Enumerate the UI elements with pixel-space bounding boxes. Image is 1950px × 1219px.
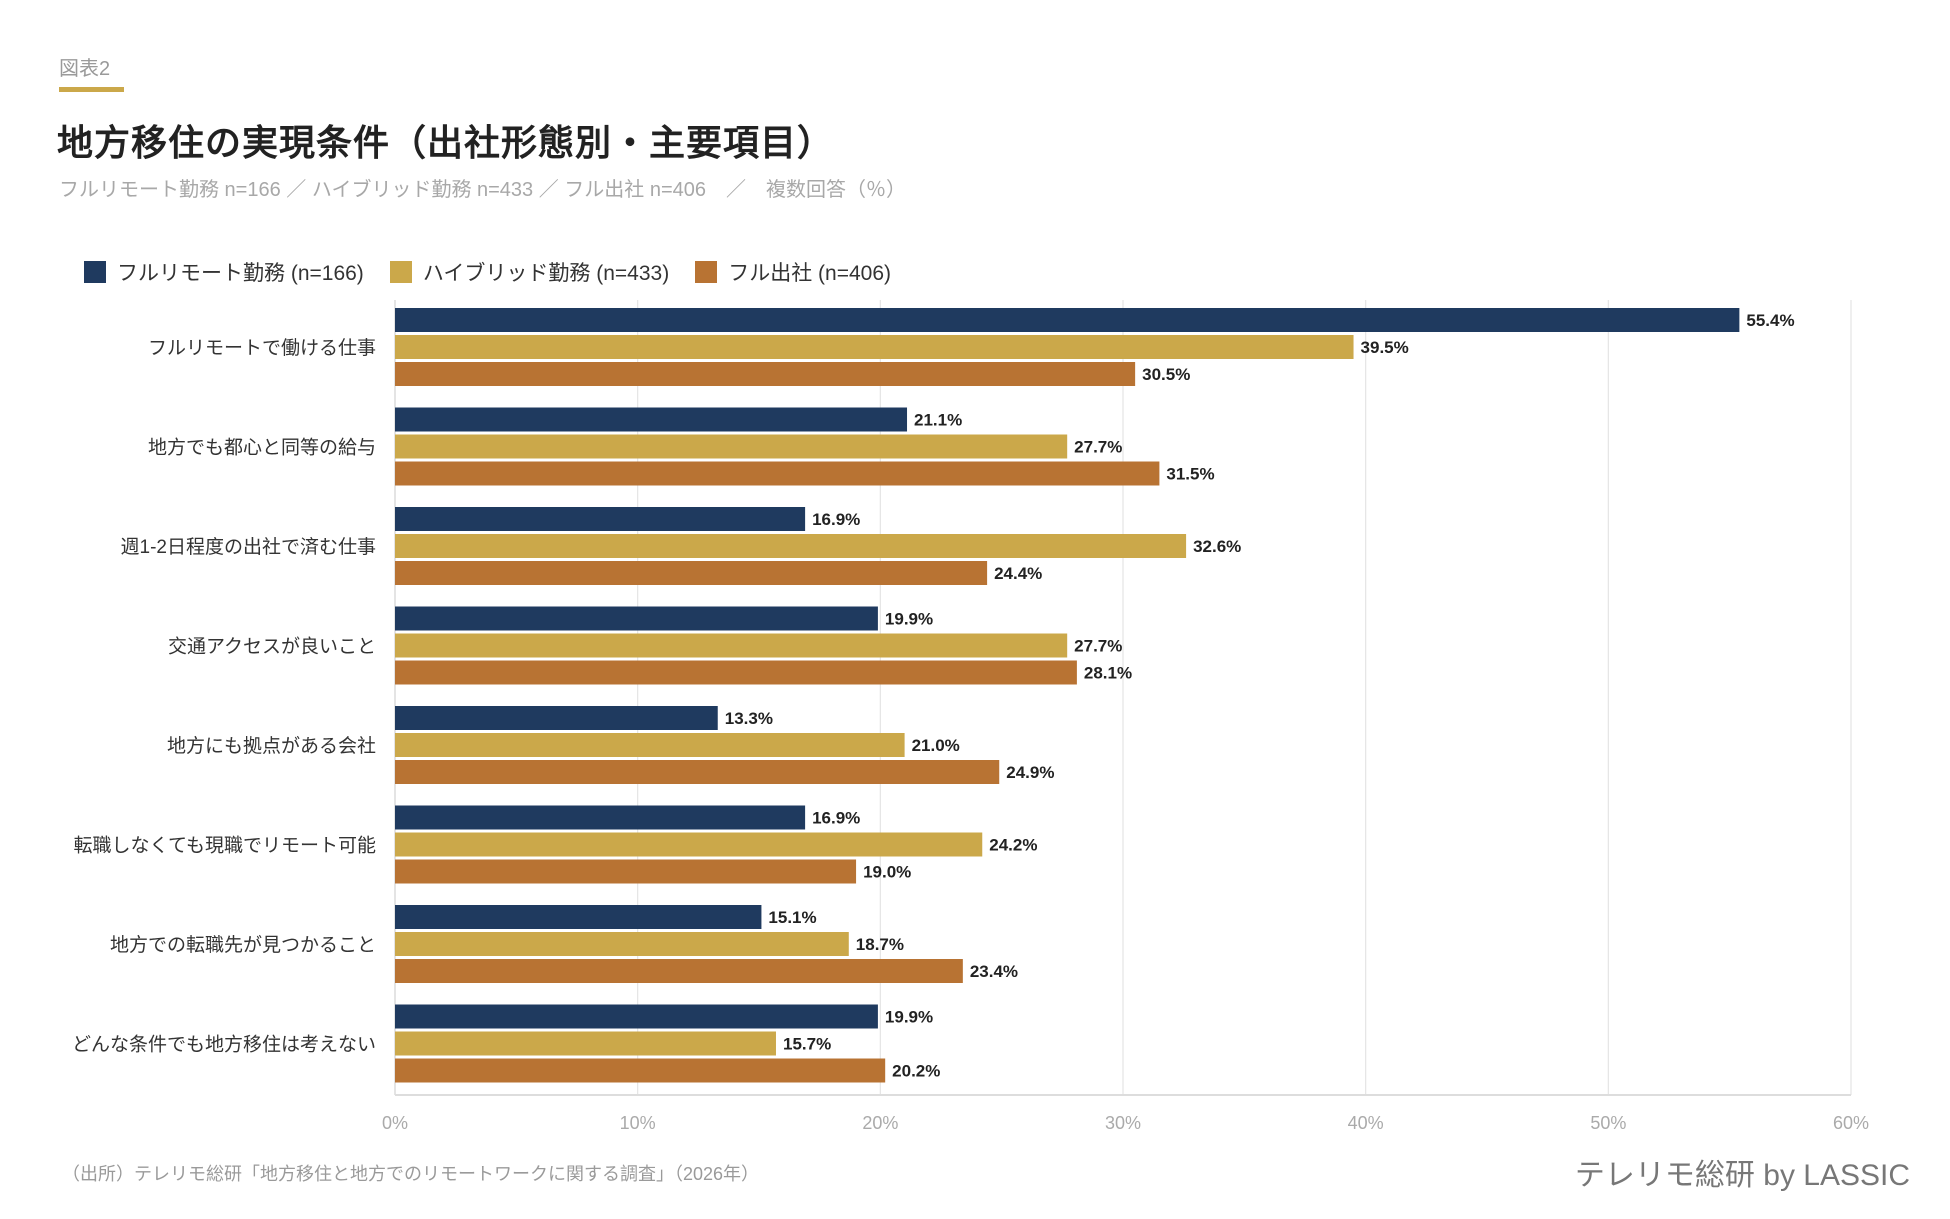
legend: フルリモート勤務 (n=166) ハイブリッド勤務 (n=433) フル出社 (… <box>84 257 891 287</box>
bar <box>395 706 718 730</box>
bar <box>395 362 1136 386</box>
data-label: 55.4% <box>1746 311 1794 330</box>
category-label: フルリモートで働ける仕事 <box>148 337 376 359</box>
x-tick-label: 40% <box>1348 1113 1384 1133</box>
bar <box>395 859 857 884</box>
x-tick-label: 10% <box>620 1113 656 1133</box>
data-label: 27.7% <box>1074 637 1122 656</box>
data-label: 39.5% <box>1361 338 1409 357</box>
legend-swatch <box>84 261 106 283</box>
bar <box>395 308 1740 332</box>
legend-item-full-office: フル出社 (n=406) <box>695 257 891 287</box>
legend-swatch <box>695 261 718 283</box>
data-label: 21.1% <box>914 411 962 430</box>
chart-subtitle: フルリモート勤務 n=166 ／ ハイブリッド勤務 n=433 ／ フル出社 n… <box>59 179 907 201</box>
data-label: 30.5% <box>1142 365 1190 384</box>
category-label: 週1-2日程度の出社で済む仕事 <box>121 536 376 558</box>
category-label: どんな条件でも地方移住は考えない <box>72 1034 376 1056</box>
x-tick-label: 20% <box>862 1113 898 1133</box>
legend-item-hybrid: ハイブリッド勤務 (n=433) <box>389 257 670 287</box>
data-label: 13.3% <box>725 709 773 728</box>
bar <box>395 959 963 983</box>
bar <box>395 932 849 956</box>
bar <box>395 507 806 531</box>
data-label: 21.0% <box>912 736 960 755</box>
figure-label-underline <box>59 87 124 92</box>
x-tick-label: 30% <box>1105 1113 1141 1133</box>
bar <box>395 1004 878 1029</box>
category-label: 地方でも都心と同等の給与 <box>148 437 376 459</box>
bar <box>395 805 806 830</box>
x-tick-label: 0% <box>382 1113 408 1133</box>
category-label: 地方にも拠点がある会社 <box>167 735 376 757</box>
bar <box>395 606 878 631</box>
bar <box>395 832 983 857</box>
bar <box>395 760 1000 784</box>
data-label: 27.7% <box>1074 438 1122 457</box>
category-label: 地方での転職先が見つかること <box>110 934 376 956</box>
bar <box>395 534 1187 558</box>
data-label: 32.6% <box>1193 537 1241 556</box>
bar <box>395 434 1068 459</box>
category-label: 転職しなくても現職でリモート可能 <box>74 835 376 857</box>
data-label: 24.9% <box>1006 763 1054 782</box>
data-label: 23.4% <box>970 962 1018 981</box>
bar <box>395 660 1077 685</box>
bar <box>395 905 762 929</box>
legend-label: フルリモート勤務 (n=166) <box>117 262 364 285</box>
data-label: 24.4% <box>994 564 1042 583</box>
bar <box>395 633 1068 658</box>
data-label: 19.9% <box>885 1008 933 1027</box>
bar <box>395 561 988 585</box>
data-label: 15.1% <box>768 908 816 927</box>
data-label: 31.5% <box>1166 465 1214 484</box>
data-label: 15.7% <box>783 1035 831 1054</box>
category-label: 交通アクセスが良いこと <box>168 636 376 658</box>
chart-title: 地方移住の実現条件（出社形態別・主要項目） <box>57 122 835 163</box>
data-label: 19.0% <box>863 863 911 882</box>
bar <box>395 1058 886 1083</box>
figure-label: 図表2 <box>59 58 111 80</box>
data-label: 19.9% <box>885 610 933 629</box>
data-label: 20.2% <box>892 1062 940 1081</box>
data-label: 18.7% <box>856 935 904 954</box>
bar <box>395 335 1354 359</box>
bar <box>395 461 1160 486</box>
x-tick-label: 60% <box>1833 1113 1869 1133</box>
bar <box>395 407 908 432</box>
data-label: 16.9% <box>812 510 860 529</box>
legend-label: ハイブリッド勤務 (n=433) <box>422 262 670 285</box>
x-tick-label: 50% <box>1590 1113 1626 1133</box>
data-label: 16.9% <box>812 809 860 828</box>
bar <box>395 1031 776 1056</box>
legend-swatch <box>389 261 412 283</box>
data-label: 28.1% <box>1084 664 1132 683</box>
brand-logo-text: テレリモ総研 by LASSIC <box>1574 1159 1910 1192</box>
bar <box>395 733 905 757</box>
source-note: （出所）テレリモ総研「地方移住と地方でのリモートワークに関する調査」（2026年… <box>62 1164 760 1184</box>
legend-label: フル出社 (n=406) <box>728 262 892 285</box>
legend-item-full-remote: フルリモート勤務 (n=166) <box>84 257 364 287</box>
data-label: 24.2% <box>989 836 1037 855</box>
